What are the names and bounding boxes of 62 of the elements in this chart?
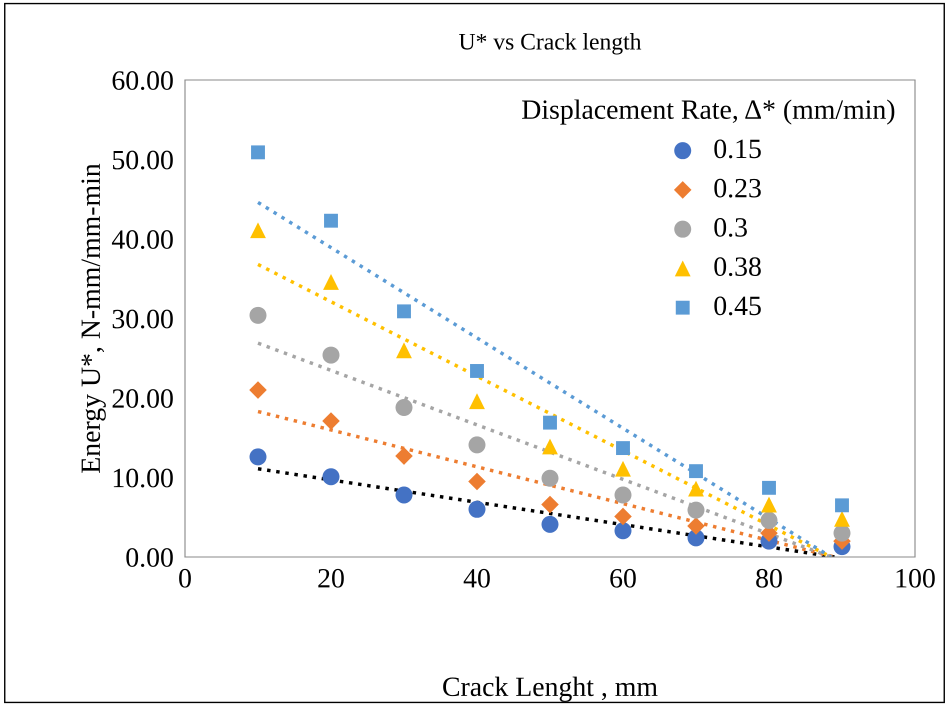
point xyxy=(470,364,484,378)
point xyxy=(322,468,340,486)
point xyxy=(687,517,705,535)
y-tick-label: 50.00 xyxy=(113,150,173,170)
point xyxy=(760,512,778,529)
point xyxy=(541,496,559,514)
point xyxy=(397,304,411,318)
point xyxy=(687,502,705,519)
point xyxy=(615,460,631,477)
point xyxy=(468,436,486,454)
legend-label: 0.45 xyxy=(714,296,761,316)
point xyxy=(249,306,267,324)
y-tick-label: 40.00 xyxy=(112,230,173,250)
point xyxy=(689,464,703,478)
point xyxy=(322,346,340,364)
point xyxy=(250,222,266,238)
legend-label: 0.3 xyxy=(714,218,747,237)
legend-title: Displacement Rate, Δ* (mm/min) xyxy=(522,99,894,125)
point xyxy=(833,524,851,542)
point xyxy=(251,145,265,160)
point xyxy=(835,498,849,512)
legend-label: 0.23 xyxy=(714,178,761,198)
point xyxy=(542,438,558,454)
y-tick-label: 20.00 xyxy=(112,389,173,408)
point xyxy=(322,412,340,430)
point xyxy=(395,486,413,504)
point xyxy=(396,342,412,358)
x-tick-label: 100 xyxy=(896,568,935,588)
point xyxy=(395,399,413,416)
point xyxy=(614,508,632,526)
point xyxy=(395,447,413,465)
x-tick-label: 40 xyxy=(464,568,490,588)
x-tick-label: 80 xyxy=(756,568,782,588)
y-tick-label: 10.00 xyxy=(114,468,173,488)
x-axis-title: Crack Lenght , mm xyxy=(443,676,658,702)
point xyxy=(323,274,339,290)
chart-title: U* vs Crack length xyxy=(459,33,642,55)
point xyxy=(469,393,485,410)
point xyxy=(688,480,704,497)
point xyxy=(616,441,630,456)
x-tick-label: 20 xyxy=(318,568,344,588)
y-axis-title: Energy U*, N-mm/mm-min xyxy=(81,164,106,473)
point xyxy=(249,381,267,399)
point xyxy=(762,480,776,495)
point xyxy=(834,510,850,527)
y-tick-label: 30.00 xyxy=(112,310,173,329)
x-tick-label: 0 xyxy=(179,568,191,588)
point xyxy=(614,486,632,504)
point xyxy=(324,214,338,228)
point xyxy=(541,470,559,487)
point xyxy=(468,472,486,490)
legend-label: 0.38 xyxy=(714,257,761,276)
y-tick-label: 60.00 xyxy=(112,71,173,90)
point xyxy=(543,416,557,430)
point xyxy=(249,448,267,466)
point xyxy=(614,522,632,540)
y-tick-label: 0.00 xyxy=(126,548,173,568)
x-tick-label: 60 xyxy=(610,568,636,588)
point xyxy=(761,496,777,512)
point xyxy=(468,500,486,518)
legend-label: 0.15 xyxy=(714,139,761,158)
point xyxy=(541,516,559,533)
